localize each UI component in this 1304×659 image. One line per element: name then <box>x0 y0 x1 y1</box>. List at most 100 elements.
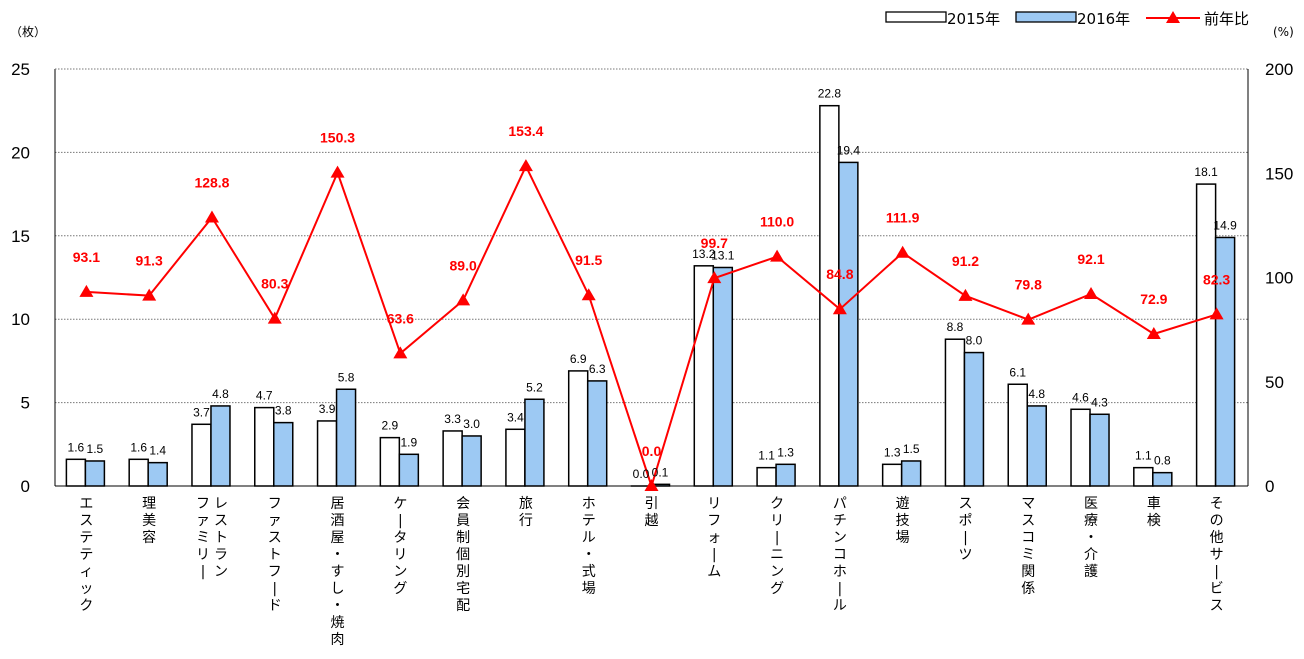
left-axis-tick-label: 15 <box>11 227 30 246</box>
category-label-char: ル <box>833 598 847 614</box>
category-label-char: ス <box>1210 598 1224 614</box>
category-label-char: | <box>712 547 717 563</box>
category-labels: エステティック理美容ファミリ|レストランファストフ|ド居酒屋・すし・焼肉ケ|タリ… <box>79 495 1223 648</box>
category-label-char: ミ <box>196 530 210 546</box>
category-label-char: ス <box>958 496 972 512</box>
ratio-marker <box>895 245 910 258</box>
ratio-value-label: 63.6 <box>387 310 414 326</box>
category-label-char: コ <box>833 547 847 563</box>
bar-2015 <box>442 430 463 487</box>
value-label-2015: 4.7 <box>256 389 273 403</box>
category-label-char: ン <box>833 530 847 546</box>
category-label-char: チ <box>833 513 847 529</box>
category-label-char: ・ <box>582 547 596 563</box>
category-label-char: 酒 <box>331 513 345 529</box>
value-label-2015: 8.8 <box>947 320 964 334</box>
value-label-2015: 0.0 <box>633 467 650 481</box>
category-label-char: ッ <box>79 581 93 597</box>
value-label-2016: 4.8 <box>212 387 229 401</box>
value-label-2015: 3.7 <box>193 405 210 419</box>
category-label-char: リ <box>196 547 210 563</box>
bar-2016 <box>838 161 859 487</box>
ratio-marker <box>1021 312 1036 325</box>
category-label-char: タ <box>393 530 407 546</box>
ratio-marker <box>1146 327 1161 340</box>
value-label-2015: 1.1 <box>1135 449 1152 463</box>
category-label-char: | <box>398 513 403 529</box>
category-label-char: ォ <box>707 530 721 546</box>
category-label-char: ポ <box>958 513 972 529</box>
category-label-char: ビ <box>1210 581 1224 597</box>
ratio-marker <box>456 293 471 306</box>
value-label-2016: 1.5 <box>903 442 920 456</box>
right-axis-unit: (%) <box>1273 25 1294 39</box>
category-label-char: ニ <box>770 547 784 563</box>
category-label-char: ン <box>770 564 784 580</box>
category-label-char: ク <box>79 598 93 614</box>
category-label-char: 個 <box>456 547 470 563</box>
category-label-char: ス <box>214 513 228 529</box>
bar-2016 <box>1089 413 1110 487</box>
bar-2016 <box>586 380 608 487</box>
bar-2015 <box>1070 408 1091 487</box>
category-label-char: 理 <box>142 496 156 512</box>
category-label-char: | <box>838 581 843 597</box>
value-label-2016: 1.3 <box>777 445 794 459</box>
category-label-char: 場 <box>896 530 910 546</box>
value-label-2016: 13.1 <box>711 248 735 262</box>
bar-2015 <box>254 406 275 487</box>
category-label-char: 容 <box>142 529 156 546</box>
category-label-char: 介 <box>1084 547 1098 563</box>
bar-2015 <box>1007 383 1028 487</box>
category-label-char: ス <box>79 513 93 529</box>
value-label-2015: 3.4 <box>507 410 524 424</box>
category-label-char: 配 <box>456 598 470 614</box>
bar-2015 <box>191 423 212 487</box>
category-label-char: | <box>272 581 277 597</box>
ratio-marker <box>644 479 659 491</box>
category-label-char: 美 <box>142 513 156 529</box>
category-label-char: 居 <box>331 496 345 512</box>
category-label-char: ラ <box>214 547 228 563</box>
bar-2016 <box>963 351 985 487</box>
value-label-2015: 13.2 <box>692 247 716 261</box>
category-label-char: ァ <box>196 513 210 529</box>
value-label-2015: 18.1 <box>1194 165 1218 179</box>
value-label-2016: 0.8 <box>1154 454 1171 468</box>
bar-2015 <box>316 420 338 487</box>
ratio-marker <box>79 284 94 297</box>
bar-2015 <box>65 458 87 487</box>
ratio-marker <box>581 288 596 301</box>
category-label-char: グ <box>770 581 784 597</box>
value-label-2016: 14.9 <box>1213 218 1237 232</box>
category-label-char: 会 <box>456 496 470 512</box>
category-label-char: フ <box>707 513 721 529</box>
category-label-char: ン <box>393 564 407 580</box>
category-label-char: 護 <box>1084 564 1098 580</box>
category-label-char: 遊 <box>896 496 910 512</box>
category-label-char: フ <box>196 496 210 512</box>
category-label-char: 屋 <box>331 530 345 546</box>
value-label-2016: 5.2 <box>526 380 543 394</box>
bar-2015 <box>379 436 401 487</box>
bar-2015 <box>567 370 589 487</box>
category-label-char: リ <box>770 513 784 529</box>
category-label-char: 技 <box>896 513 910 529</box>
ratio-value-label: 110.0 <box>760 214 794 230</box>
bar-2016 <box>712 266 734 487</box>
category-label-char: グ <box>393 581 407 597</box>
category-label-char: フ <box>268 496 282 512</box>
category-label-char: テ <box>79 547 93 563</box>
bar-2016 <box>775 463 796 487</box>
ratio-value-label: 91.3 <box>136 253 163 269</box>
left-axis-tick-label: 5 <box>21 394 30 413</box>
bar-2016 <box>1152 471 1173 487</box>
bar-2015 <box>505 428 526 487</box>
category-label-char: ト <box>268 547 282 563</box>
category-label-char: ム <box>707 564 721 580</box>
value-label-2016: 8.0 <box>966 334 983 348</box>
category-label-char: 車 <box>1147 495 1161 512</box>
ratio-value-label: 72.9 <box>1140 291 1167 307</box>
ratio-marker <box>707 271 722 284</box>
